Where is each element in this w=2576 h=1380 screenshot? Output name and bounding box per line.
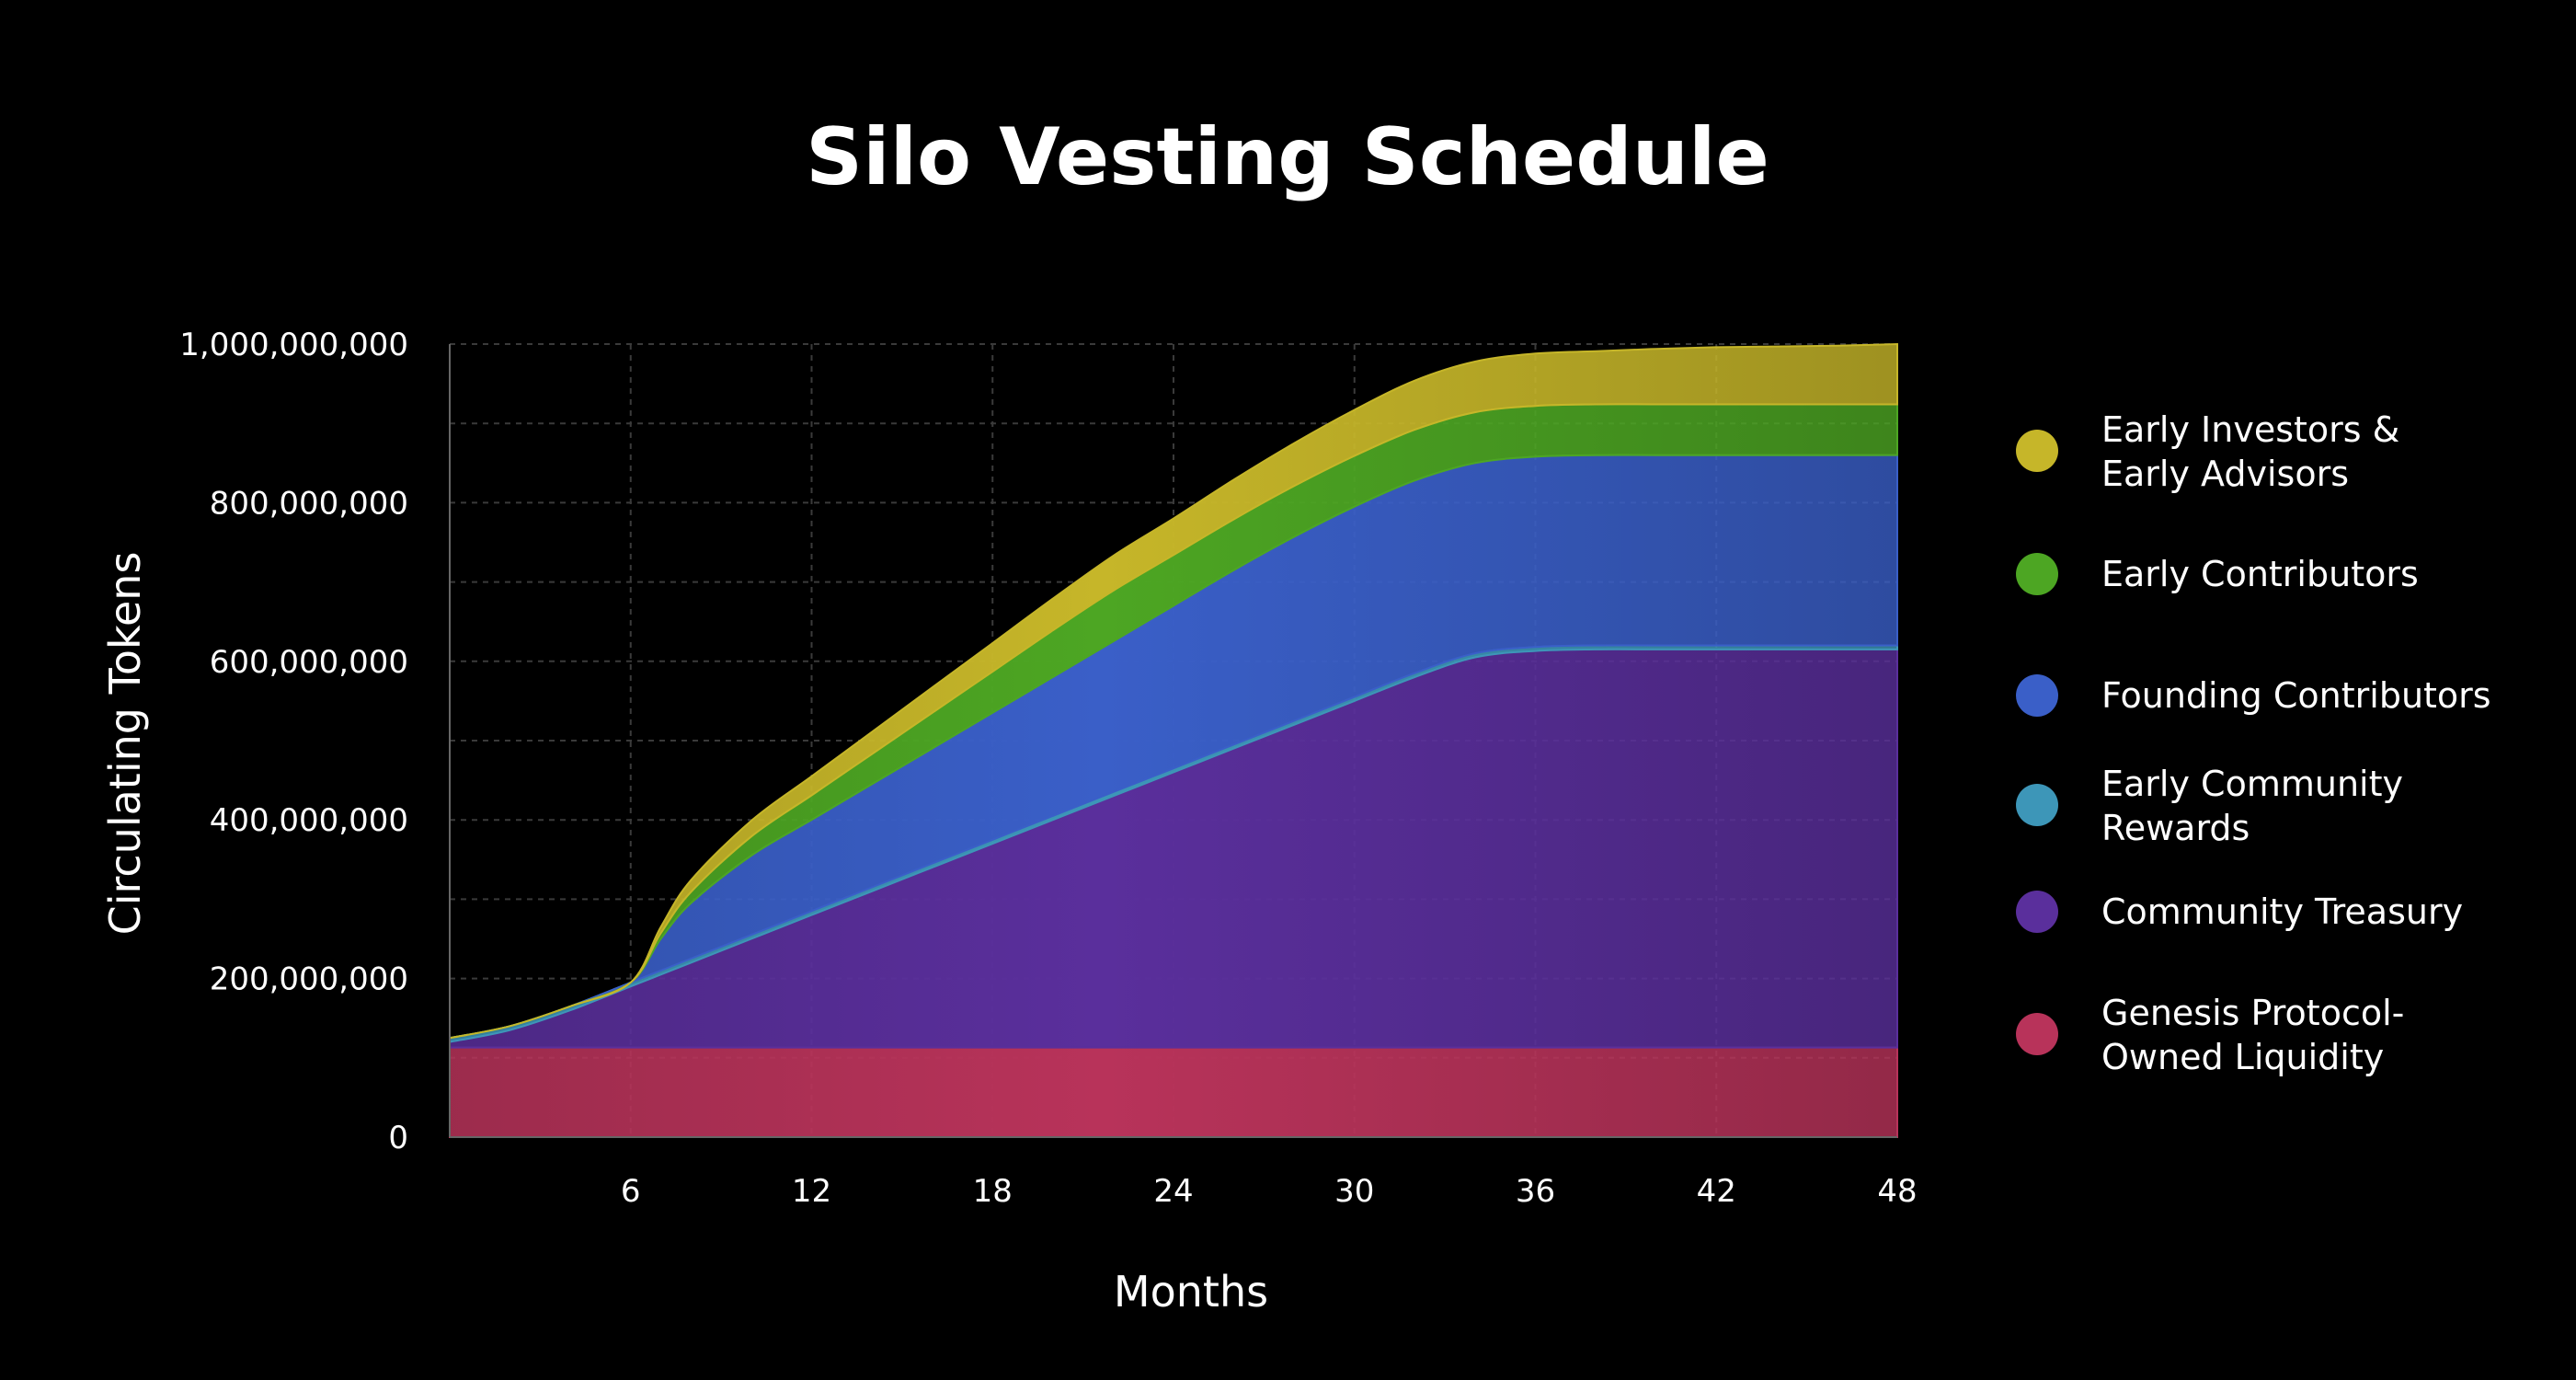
y-tick-label: 800,000,000 [210, 485, 408, 522]
y-axis-title: Circulating Tokens [100, 552, 150, 936]
x-tick-label: 30 [1334, 1173, 1374, 1210]
x-tick-label: 6 [621, 1173, 641, 1210]
legend-label: Rewards [2101, 808, 2250, 848]
legend-swatch [2016, 784, 2058, 826]
legend-label: Early Community [2101, 764, 2403, 804]
axes: 0 200,000,000 400,000,000 600,000,000 800,00… [179, 327, 1917, 1210]
legend-label: Owned Liquidity [2101, 1037, 2384, 1077]
legend-item: Founding Contributors [2016, 674, 2491, 717]
chart-title: Silo Vesting Schedule [806, 111, 1769, 203]
legend-label: Community Treasury [2101, 891, 2463, 932]
y-tick-label: 400,000,000 [210, 802, 408, 839]
legend-swatch [2016, 553, 2058, 595]
y-tick-label: 0 [388, 1120, 408, 1156]
legend-item: Early Contributors [2016, 553, 2419, 595]
legend-label: Genesis Protocol- [2101, 993, 2404, 1033]
legend-swatch [2016, 1013, 2058, 1055]
legend-swatch [2016, 891, 2058, 933]
legend-item: Community Treasury [2016, 891, 2463, 933]
legend-label: Founding Contributors [2101, 675, 2491, 716]
legend-swatch [2016, 674, 2058, 717]
legend-item: Genesis Protocol-Owned Liquidity [2016, 993, 2404, 1077]
area-early-investors-early-advisors [449, 342, 1898, 1040]
legend-label: Early Investors & [2101, 409, 2399, 450]
legend: Early Investors &Early Advisors Early Con… [2016, 409, 2491, 1077]
y-tick-label: 600,000,000 [210, 644, 408, 681]
area-genesis-protocol-owned-liquidity [449, 1046, 1898, 1138]
legend-swatch [2016, 430, 2058, 472]
legend-label: Early Contributors [2101, 554, 2419, 594]
legend-label: Early Advisors [2101, 454, 2349, 494]
legend-item: Early Investors &Early Advisors [2016, 409, 2399, 494]
x-tick-label: 18 [973, 1173, 1013, 1210]
x-tick-label: 42 [1697, 1173, 1736, 1210]
x-tick-label: 48 [1877, 1173, 1917, 1210]
x-axis-title: Months [1114, 1267, 1268, 1317]
x-tick-label: 12 [792, 1173, 831, 1210]
x-tick-label: 24 [1153, 1173, 1193, 1210]
y-tick-label: 200,000,000 [210, 961, 408, 998]
x-tick-label: 36 [1516, 1173, 1555, 1210]
y-tick-label: 1,000,000,000 [179, 327, 408, 363]
stacked-areas [449, 342, 1898, 1138]
